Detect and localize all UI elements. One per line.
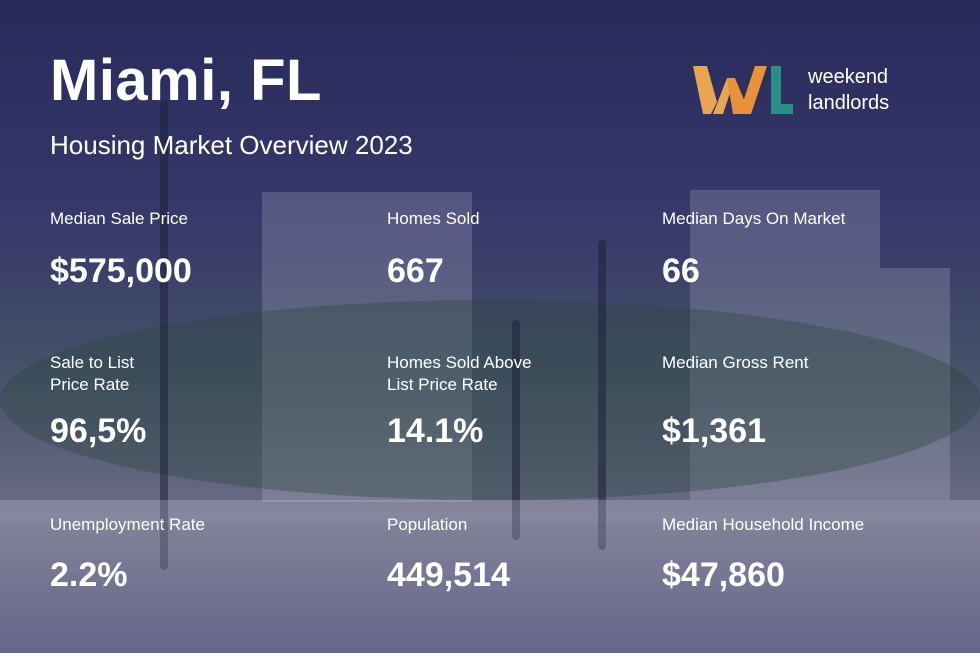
stat-homes-sold: Homes Sold 667 <box>387 208 480 288</box>
stat-value: $1,361 <box>662 412 766 450</box>
page-subtitle: Housing Market Overview 2023 <box>50 130 413 160</box>
stat-median-sale-price: Median Sale Price $575,000 <box>50 208 192 288</box>
stat-label: Median Gross Rent <box>662 353 809 372</box>
stat-label: Unemployment Rate <box>50 515 205 534</box>
building-decoration <box>262 192 472 502</box>
palm-trunk-decoration <box>160 100 168 570</box>
stat-unemployment-rate: Unemployment Rate 2.2% <box>50 514 205 592</box>
stat-median-days-on-market: Median Days On Market 66 <box>662 208 846 288</box>
stat-label: Median Days On Market <box>662 209 846 228</box>
palm-trunk-decoration <box>598 240 606 550</box>
stat-value: $575,000 <box>50 252 192 290</box>
building-decoration <box>690 190 880 500</box>
logo-line2: landlords <box>808 92 890 114</box>
page-title: Miami, FL <box>50 48 322 113</box>
stat-value: $47,860 <box>662 556 785 594</box>
palm-canopy-decoration <box>0 300 980 500</box>
logo-wordmark: weekend landlords <box>808 64 889 116</box>
stat-value: 96,5% <box>50 412 147 450</box>
stat-value: 449,514 <box>387 556 510 594</box>
stat-value: 14.1% <box>387 412 484 450</box>
weekend-landlords-logo: weekend landlords <box>693 64 923 116</box>
stat-median-gross-rent: Median Gross Rent $1,361 <box>662 352 809 448</box>
stat-value: 667 <box>387 252 444 290</box>
stat-median-household-income: Median Household Income $47,860 <box>662 514 865 592</box>
beach-wall-decoration <box>0 500 980 522</box>
stat-population: Population 449,514 <box>387 514 510 592</box>
stat-label: Homes Sold <box>387 209 480 228</box>
wl-logo-icon <box>693 66 793 114</box>
stat-label: Population <box>387 515 468 534</box>
logo-line1: weekend <box>808 66 889 88</box>
building-decoration <box>880 268 950 500</box>
stat-label-line2: Price Rate <box>50 375 130 394</box>
stat-homes-sold-above-list: Homes Sold Above List Price Rate 14.1% <box>387 352 532 448</box>
stat-value: 2.2% <box>50 556 128 594</box>
stat-label-line1: Homes Sold Above <box>387 353 532 372</box>
palm-trunk-decoration <box>512 320 520 540</box>
stat-label: Median Sale Price <box>50 209 188 228</box>
stat-label-line1: Sale to List <box>50 353 135 372</box>
beach-sand-decoration <box>0 522 980 653</box>
stat-label-line2: List Price Rate <box>387 375 498 394</box>
stat-sale-to-list-price-rate: Sale to List Price Rate 96,5% <box>50 352 146 448</box>
stat-label: Median Household Income <box>662 515 865 534</box>
stat-value: 66 <box>662 252 700 290</box>
